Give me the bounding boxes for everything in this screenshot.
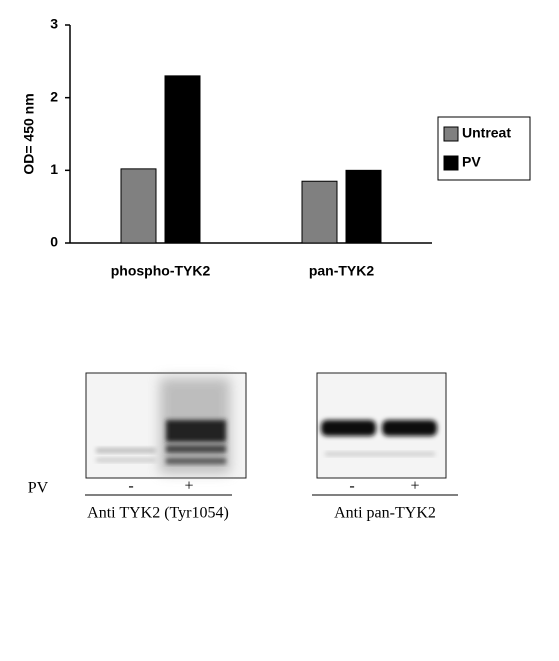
blot-image-1: [85, 372, 247, 479]
bar: [345, 169, 382, 244]
blot-label: Anti TYK2 (Tyr1054): [87, 505, 229, 522]
row-label: PV: [28, 480, 49, 497]
legend-swatch: [443, 126, 459, 142]
blot-image-2: [316, 372, 447, 479]
lane-label: +: [410, 478, 419, 495]
blot-label: Anti pan-TYK2: [334, 505, 436, 522]
legend-label: PV: [462, 154, 481, 170]
y-tick-label: 0: [50, 234, 58, 250]
y-tick-label: 3: [50, 16, 58, 32]
bar: [301, 180, 338, 244]
lane-label: +: [184, 478, 193, 495]
y-tick-label: 2: [50, 88, 58, 104]
lane-label: -: [349, 478, 354, 495]
legend-swatch: [443, 155, 459, 171]
bar: [164, 75, 201, 244]
lane-label: -: [128, 478, 133, 495]
y-axis-label: OD= 450 nm: [21, 93, 37, 174]
x-tick-label: phospho-TYK2: [111, 263, 211, 279]
x-tick-label: pan-TYK2: [309, 263, 375, 279]
bar: [120, 168, 157, 244]
legend-label: Untreat: [462, 125, 511, 141]
y-tick-label: 1: [50, 161, 58, 177]
